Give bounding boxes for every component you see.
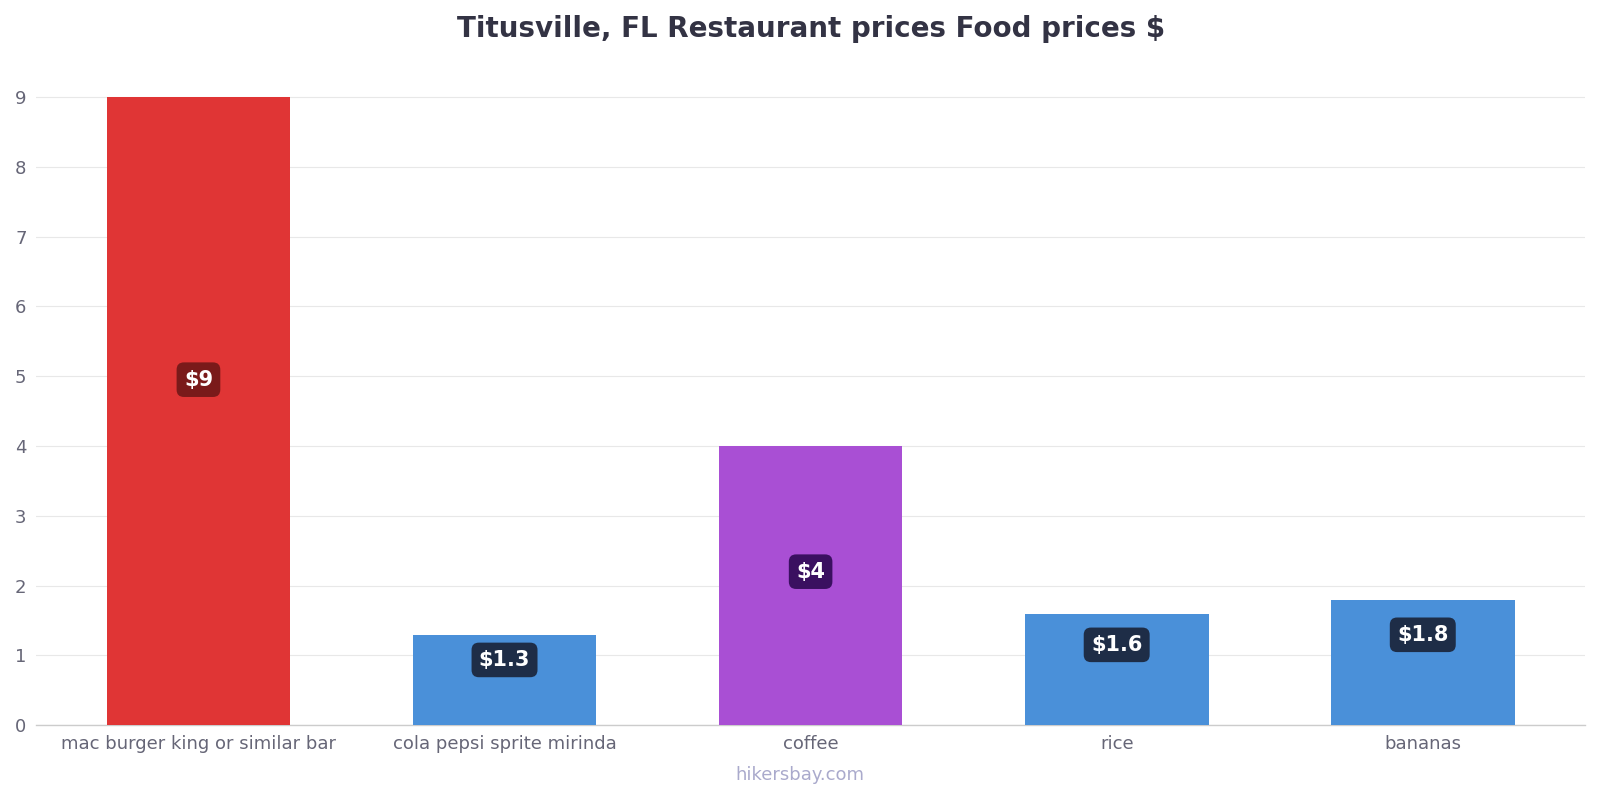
Text: $4: $4 xyxy=(797,562,826,582)
Text: $1.8: $1.8 xyxy=(1397,625,1448,645)
Bar xyxy=(107,97,290,726)
Bar xyxy=(718,446,902,726)
Bar xyxy=(1026,614,1208,726)
Text: $1.6: $1.6 xyxy=(1091,635,1142,655)
Text: $1.3: $1.3 xyxy=(478,650,530,670)
Bar xyxy=(1331,600,1515,726)
Text: hikersbay.com: hikersbay.com xyxy=(736,766,864,784)
Text: $9: $9 xyxy=(184,370,213,390)
Bar xyxy=(413,634,597,726)
Title: Titusville, FL Restaurant prices Food prices $: Titusville, FL Restaurant prices Food pr… xyxy=(456,15,1165,43)
